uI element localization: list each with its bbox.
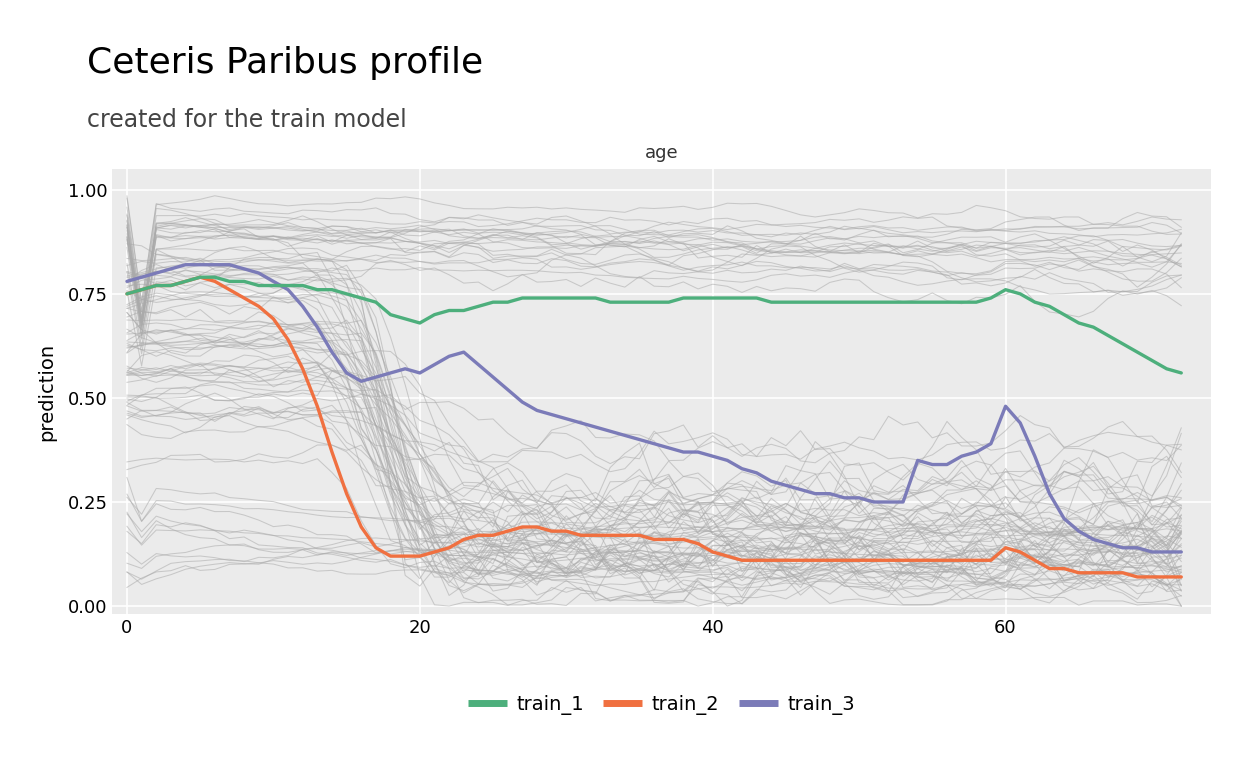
Y-axis label: prediction: prediction	[37, 343, 56, 441]
Legend: train_1, train_2, train_3: train_1, train_2, train_3	[468, 695, 855, 716]
Text: created for the train model: created for the train model	[87, 108, 407, 131]
Text: Ceteris Paribus profile: Ceteris Paribus profile	[87, 46, 483, 80]
Title: age: age	[645, 144, 678, 162]
